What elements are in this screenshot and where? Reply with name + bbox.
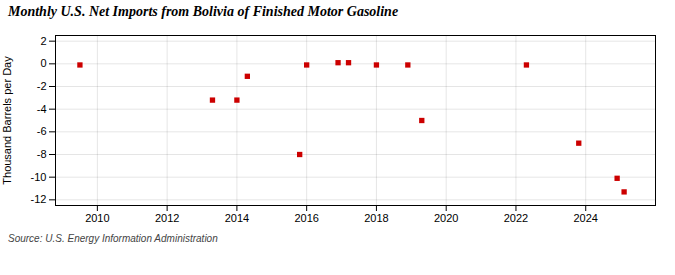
html-text:Monthly U.S. Net Imports from: Monthly U.S. Net Imports from Bolivia of… bbox=[8, 4, 399, 19]
svg-text:-6: -6 bbox=[37, 125, 47, 137]
svg-text:2020: 2020 bbox=[434, 212, 458, 224]
svg-text:2010: 2010 bbox=[85, 212, 109, 224]
svg-text:2016: 2016 bbox=[294, 212, 318, 224]
svg-text:-12: -12 bbox=[31, 193, 47, 205]
svg-text:Thousand Barrels per Day: Thousand Barrels per Day bbox=[1, 56, 13, 185]
svg-text:2: 2 bbox=[40, 34, 46, 46]
svg-text:2014: 2014 bbox=[225, 212, 249, 224]
svg-text:2012: 2012 bbox=[155, 212, 179, 224]
svg-text:0: 0 bbox=[40, 57, 46, 69]
svg-text:-10: -10 bbox=[31, 170, 47, 182]
svg-text:-8: -8 bbox=[37, 148, 47, 160]
svg-text:2024: 2024 bbox=[573, 212, 597, 224]
html-text:Source: U.S. Energy Informatio: Source: U.S. Energy Information Administ… bbox=[8, 232, 218, 244]
svg-text:-2: -2 bbox=[37, 80, 47, 92]
svg-text:2022: 2022 bbox=[504, 212, 528, 224]
svg-text:2018: 2018 bbox=[364, 212, 388, 224]
svg-text:-4: -4 bbox=[37, 102, 47, 114]
